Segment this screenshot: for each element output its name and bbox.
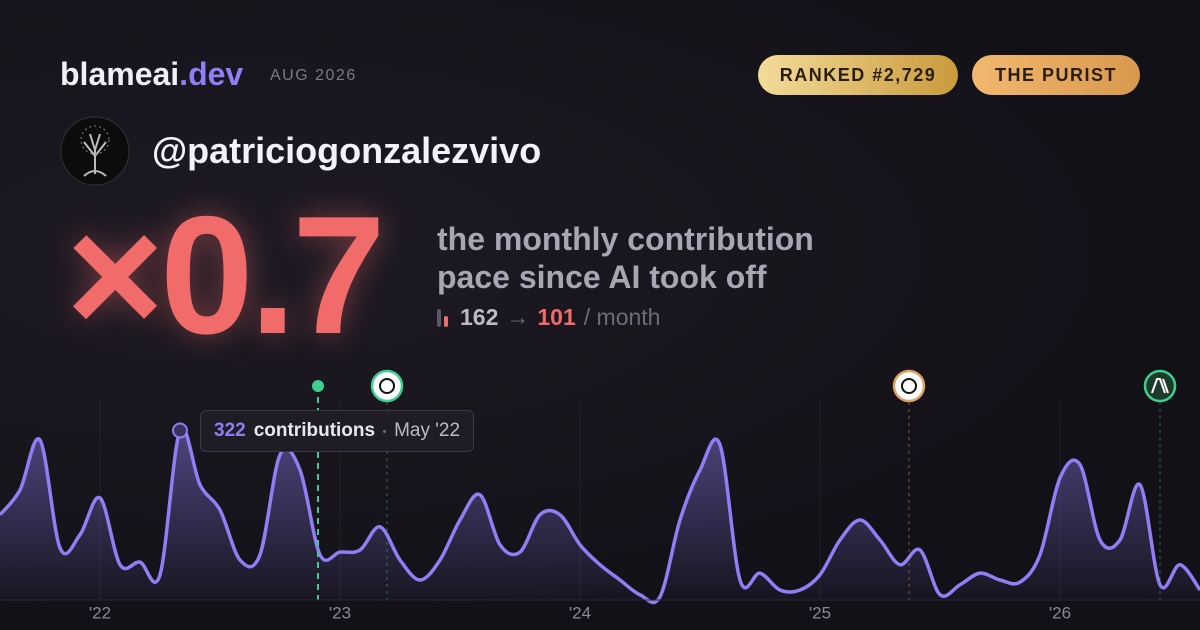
brand: blameai.dev [60,56,243,93]
brand-tld: .dev [179,56,244,92]
model-icon [892,369,926,403]
title-badge: THE PURIST [972,55,1140,95]
before: 162 [460,304,499,330]
tooltip-label: contributions [253,420,376,441]
avatar-tree [83,133,107,177]
model-icon [1143,369,1177,403]
arrow: → [506,304,530,330]
description: the monthly contribution pace since AI t… [437,221,814,295]
tooltip-value: 322 [214,420,246,441]
pace: 162 → 101 / month [437,304,660,331]
x-tick-label: '23 [329,603,351,622]
event-dot [312,380,324,392]
x-tick-label: '24 [569,603,591,622]
model-icon [370,369,404,403]
mini-bar [444,315,448,327]
tooltip-date: May '22 [394,420,461,441]
mini-bar [437,308,441,327]
model-icon-glyph [901,378,917,394]
area-fill [0,427,1200,603]
avatar-canopy [80,125,110,155]
avatar [60,116,130,186]
line [0,426,1200,605]
unit: / month [583,304,661,330]
model-icon-glyph [1151,378,1169,394]
handle: @patriciogonzalezvivo [152,130,542,171]
model-icon-glyph [379,378,395,394]
x-tick-label: '26 [1049,603,1071,622]
tooltip: 322 contributions May '22 [200,410,475,452]
date: AUG 2026 [270,67,357,84]
brand-name: blameai [60,56,180,92]
x-tick-label: '22 [89,603,111,622]
after: 101 [537,304,576,330]
rank-badge: RANKED #2,729 [758,55,958,95]
tooltip-separator [383,429,387,433]
mini-bars [437,308,448,327]
highlight-point [172,422,188,439]
multiplier: ×0.7 [66,181,386,369]
x-tick-label: '25 [809,603,831,622]
